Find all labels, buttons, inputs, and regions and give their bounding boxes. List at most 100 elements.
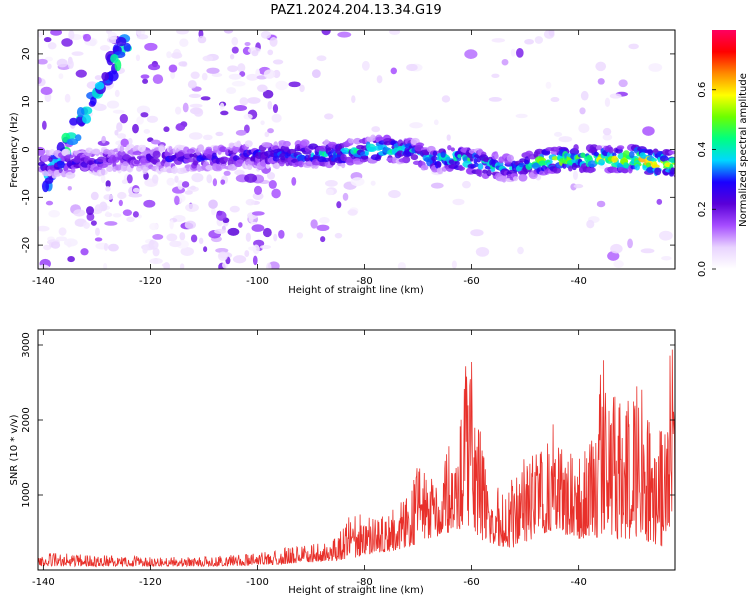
spectrogram-cell [186,148,195,154]
spectrogram-cell [398,158,408,163]
colorbar-tick-label: 0.2 [697,201,708,217]
spectrogram-cell [105,186,111,192]
colorbar-tick-label: 0.6 [697,82,708,98]
spectrogram-cell [116,133,127,139]
snr-x-tick-label: -40 [570,577,586,588]
snr-frame [37,329,676,571]
spectrogram-cell [136,116,144,125]
spectrogram-cell [433,119,439,126]
spectrogram-cell [211,208,216,216]
spectrogram-x-tick-label: -40 [570,276,586,287]
spectrogram-cell [613,260,624,268]
spectrogram-cell [261,142,272,148]
spectrogram-cell [58,227,67,236]
spectrogram-cell [627,238,633,249]
spectrogram-cell [223,170,231,176]
spectrogram-cell [152,150,161,159]
spectrogram-cell [66,241,72,248]
spectrogram-cell [647,149,654,156]
spectrogram-cell [94,237,103,242]
spectrogram-cell [629,150,635,159]
snr-x-tick-label: -140 [32,577,55,588]
spectrogram-cell [70,167,76,174]
spectrogram-cell [457,154,462,159]
spectrogram-cell [112,109,125,114]
spectrogram-cell [126,144,131,151]
spectrogram-cell [586,154,593,161]
snr-y-label: SNR (10 * v/v) [9,414,20,485]
spectrogram-cell [397,262,406,269]
spectrogram-cell [212,178,218,187]
spectrogram-cell [237,63,246,73]
spectrogram-cell [668,157,675,164]
spectrogram-cell [451,260,457,269]
spectrogram-cell [228,73,242,80]
spectrogram-cell [203,246,208,253]
snr-series-line [38,349,675,568]
spectrogram-cell [177,180,184,190]
spectrogram-cell [640,248,655,254]
snr-x-tick-label: -120 [139,577,162,588]
spectrogram-cell [646,166,656,174]
spectrogram-cell [90,96,97,106]
spectrogram-cell [410,154,419,161]
spectrogram-cell [73,209,86,217]
spectrogram-cell [552,166,562,174]
spectrogram-cell [588,148,598,154]
spectrogram-cell [55,236,68,242]
spectrogram-cell [518,173,528,182]
spectrogram-cell [40,154,50,163]
spectrogram-cell [166,177,175,186]
spectrogram-cell [266,262,272,269]
spectrogram-cell [244,250,250,258]
spectrogram-cell [214,228,226,234]
spectrogram-cell [324,180,338,187]
spectrogram-cell [251,211,265,216]
spectrogram-cell [38,225,50,232]
spectrogram-cell [100,167,106,176]
spectrogram-cell [288,81,301,88]
spectrogram-cell [597,78,605,85]
spectrogram-cell [297,154,307,163]
spectrogram-cell [366,146,377,153]
spectrogram-cell [65,171,76,179]
spectrogram-cell [488,97,502,102]
spectrogram-cell [602,133,613,141]
spectrogram-cell [593,151,599,157]
spectrogram-cell [651,164,660,169]
spectrogram-cell [42,120,47,130]
spectrogram-cell [112,155,118,163]
spectrogram-cell [206,174,213,184]
spectrogram-cell [235,159,245,166]
spectrogram-cell [86,81,98,90]
spectrogram-cell [88,160,93,166]
spectrogram-cell [215,163,222,171]
spectrogram-cell [311,69,321,78]
spectrogram-cell [44,177,54,184]
spectrogram-cell [132,123,139,134]
spectrogram-cell [353,137,362,145]
spectrogram-cell [548,30,555,37]
spectrogram-cell [57,162,66,169]
spectrogram-cell [446,134,451,141]
spectrogram-cell [324,113,334,120]
spectrogram-cell [193,107,204,117]
spectrogram-cell [148,240,159,250]
spectrogram-cell [604,97,611,108]
spectrogram-cell [568,165,573,172]
spectrogram-cell [101,135,107,144]
spectrogram-cell [94,204,102,212]
spectrogram-cell [107,70,119,82]
spectrogram-cell [38,76,42,84]
spectrogram-cell [441,95,451,103]
spectrogram-cell [144,42,158,51]
spectrogram-cell [115,36,127,47]
spectrogram-cell [232,255,247,264]
spectrogram-cell [184,220,197,230]
spectrogram-cell [260,31,272,39]
spectrogram-cell [182,102,189,113]
spectrogram-x-tick-label: -100 [246,276,269,287]
spectrogram-cell [166,51,172,59]
spectrogram-cell [620,168,629,174]
